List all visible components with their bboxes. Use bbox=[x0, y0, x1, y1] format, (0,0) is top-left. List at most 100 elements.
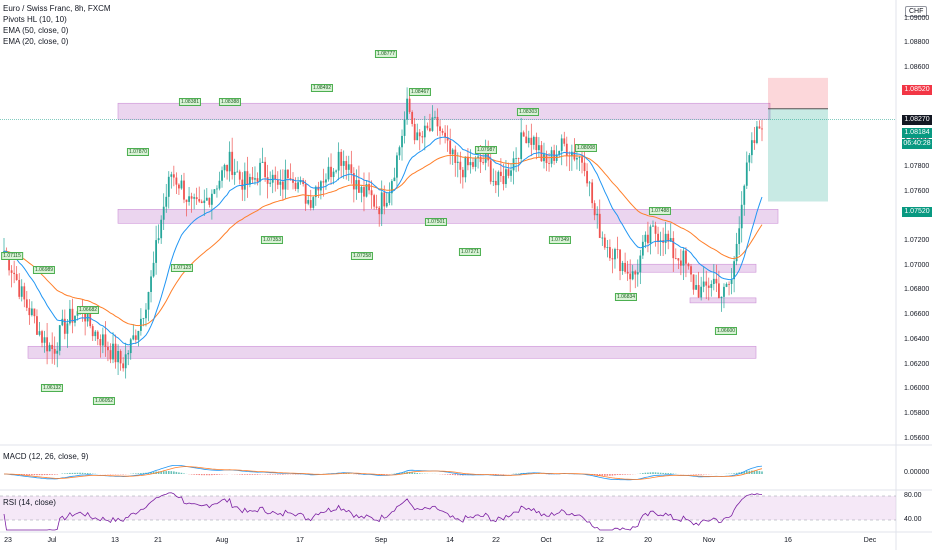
candle-body bbox=[735, 243, 738, 262]
candle-body bbox=[226, 164, 228, 172]
macd-histogram-bar bbox=[249, 474, 251, 475]
candle-body bbox=[669, 238, 672, 242]
rsi-scale-40: 40.00 bbox=[904, 516, 922, 523]
pivot-label: 1.06600 bbox=[714, 327, 738, 335]
rsi-legend[interactable]: RSI (14, close) bbox=[3, 498, 56, 507]
pivot-label: 1.06052 bbox=[92, 397, 116, 405]
candle-body bbox=[446, 137, 449, 141]
candle-body bbox=[715, 278, 718, 284]
candle-body bbox=[71, 308, 74, 323]
candle-body bbox=[502, 176, 505, 185]
candle-body bbox=[360, 187, 363, 193]
macd-histogram-bar bbox=[649, 472, 652, 474]
candle-body bbox=[413, 123, 416, 141]
candle-body bbox=[459, 161, 462, 170]
time-tick: 23 bbox=[4, 537, 12, 544]
candle-body bbox=[142, 318, 145, 320]
macd-histogram-bar bbox=[664, 472, 667, 474]
candle-body bbox=[444, 132, 447, 138]
candle-body bbox=[259, 162, 261, 182]
macd-histogram-bar bbox=[408, 471, 411, 474]
candle-body bbox=[51, 344, 54, 350]
macd-histogram-bar bbox=[695, 474, 697, 475]
macd-histogram-bar bbox=[190, 474, 193, 475]
macd-histogram-bar bbox=[165, 471, 168, 474]
candle-body bbox=[740, 204, 743, 229]
macd-histogram-bar bbox=[200, 474, 203, 476]
candle-body bbox=[581, 157, 583, 163]
indicator-ema50-legend[interactable]: EMA (50, close, 0) bbox=[3, 26, 69, 35]
candle-body bbox=[421, 136, 424, 138]
candle-body bbox=[685, 250, 687, 264]
candle-body bbox=[396, 155, 398, 178]
candle-body bbox=[8, 254, 10, 271]
macd-histogram-bar bbox=[601, 474, 604, 476]
candle-body bbox=[497, 171, 500, 186]
price-tick: 1.06000 bbox=[904, 385, 930, 393]
candle-body bbox=[756, 126, 758, 143]
candle-body bbox=[730, 279, 733, 284]
candle-body bbox=[588, 182, 591, 184]
macd-histogram-bar bbox=[150, 472, 152, 474]
indicator-pivots-legend[interactable]: Pivots HL (10, 10) bbox=[3, 15, 67, 24]
candle-body bbox=[725, 283, 728, 287]
time-tick: 22 bbox=[492, 537, 500, 544]
candle-body bbox=[682, 250, 685, 266]
price-tick: 1.08800 bbox=[904, 39, 930, 47]
candle-body bbox=[188, 196, 190, 202]
candle-body bbox=[608, 247, 611, 259]
candle-body bbox=[335, 170, 338, 172]
candle-body bbox=[530, 137, 533, 145]
pivot-label: 1.06989 bbox=[32, 266, 56, 274]
candle-body bbox=[434, 116, 436, 118]
candle-body bbox=[593, 203, 596, 216]
candle-body bbox=[30, 308, 33, 316]
macd-legend[interactable]: MACD (12, 26, close, 9) bbox=[3, 452, 89, 461]
candle-body bbox=[66, 323, 69, 334]
macd-histogram-bar bbox=[271, 474, 274, 475]
target-price-tag: 1.08520 bbox=[902, 85, 932, 95]
key-level-zone-4 bbox=[689, 297, 757, 304]
candle-body bbox=[674, 258, 677, 259]
candle-body bbox=[401, 135, 403, 148]
candle-body bbox=[720, 296, 723, 299]
currency-badge[interactable]: CHF bbox=[905, 6, 928, 17]
macd-histogram-bar bbox=[26, 474, 28, 476]
candle-body bbox=[705, 281, 708, 286]
candle-body bbox=[758, 126, 761, 129]
macd-histogram-bar bbox=[216, 474, 218, 475]
candle-body bbox=[494, 180, 497, 186]
ema50-line bbox=[3, 154, 763, 327]
candle-body bbox=[451, 149, 454, 155]
candle-body bbox=[48, 344, 51, 352]
macd-histogram-bar bbox=[66, 473, 69, 474]
candle-body bbox=[522, 132, 525, 137]
macd-histogram-bar bbox=[451, 474, 454, 476]
candle-body bbox=[728, 283, 730, 285]
macd-histogram-bar bbox=[167, 471, 170, 474]
candle-body bbox=[380, 192, 383, 215]
candle-body bbox=[644, 234, 647, 242]
candle-body bbox=[603, 237, 606, 248]
candle-body bbox=[23, 286, 26, 300]
macd-histogram-bar bbox=[517, 473, 520, 474]
candle-body bbox=[15, 274, 18, 280]
candle-body bbox=[750, 140, 753, 156]
macd-histogram-bar bbox=[449, 474, 451, 475]
candle-body bbox=[672, 238, 675, 259]
candle-body bbox=[370, 190, 373, 196]
macd-histogram-bar bbox=[218, 474, 221, 475]
candle-body bbox=[266, 177, 269, 184]
candle-body bbox=[322, 181, 325, 183]
candle-body bbox=[58, 325, 61, 351]
candle-body bbox=[469, 162, 472, 166]
indicator-ema20-legend[interactable]: EMA (20, close, 0) bbox=[3, 37, 69, 46]
candle-body bbox=[249, 177, 251, 185]
candle-body bbox=[25, 299, 28, 308]
candle-body bbox=[525, 136, 528, 144]
candle-body bbox=[233, 171, 236, 175]
macd-histogram-bar bbox=[403, 472, 406, 474]
candle-body bbox=[91, 326, 94, 337]
